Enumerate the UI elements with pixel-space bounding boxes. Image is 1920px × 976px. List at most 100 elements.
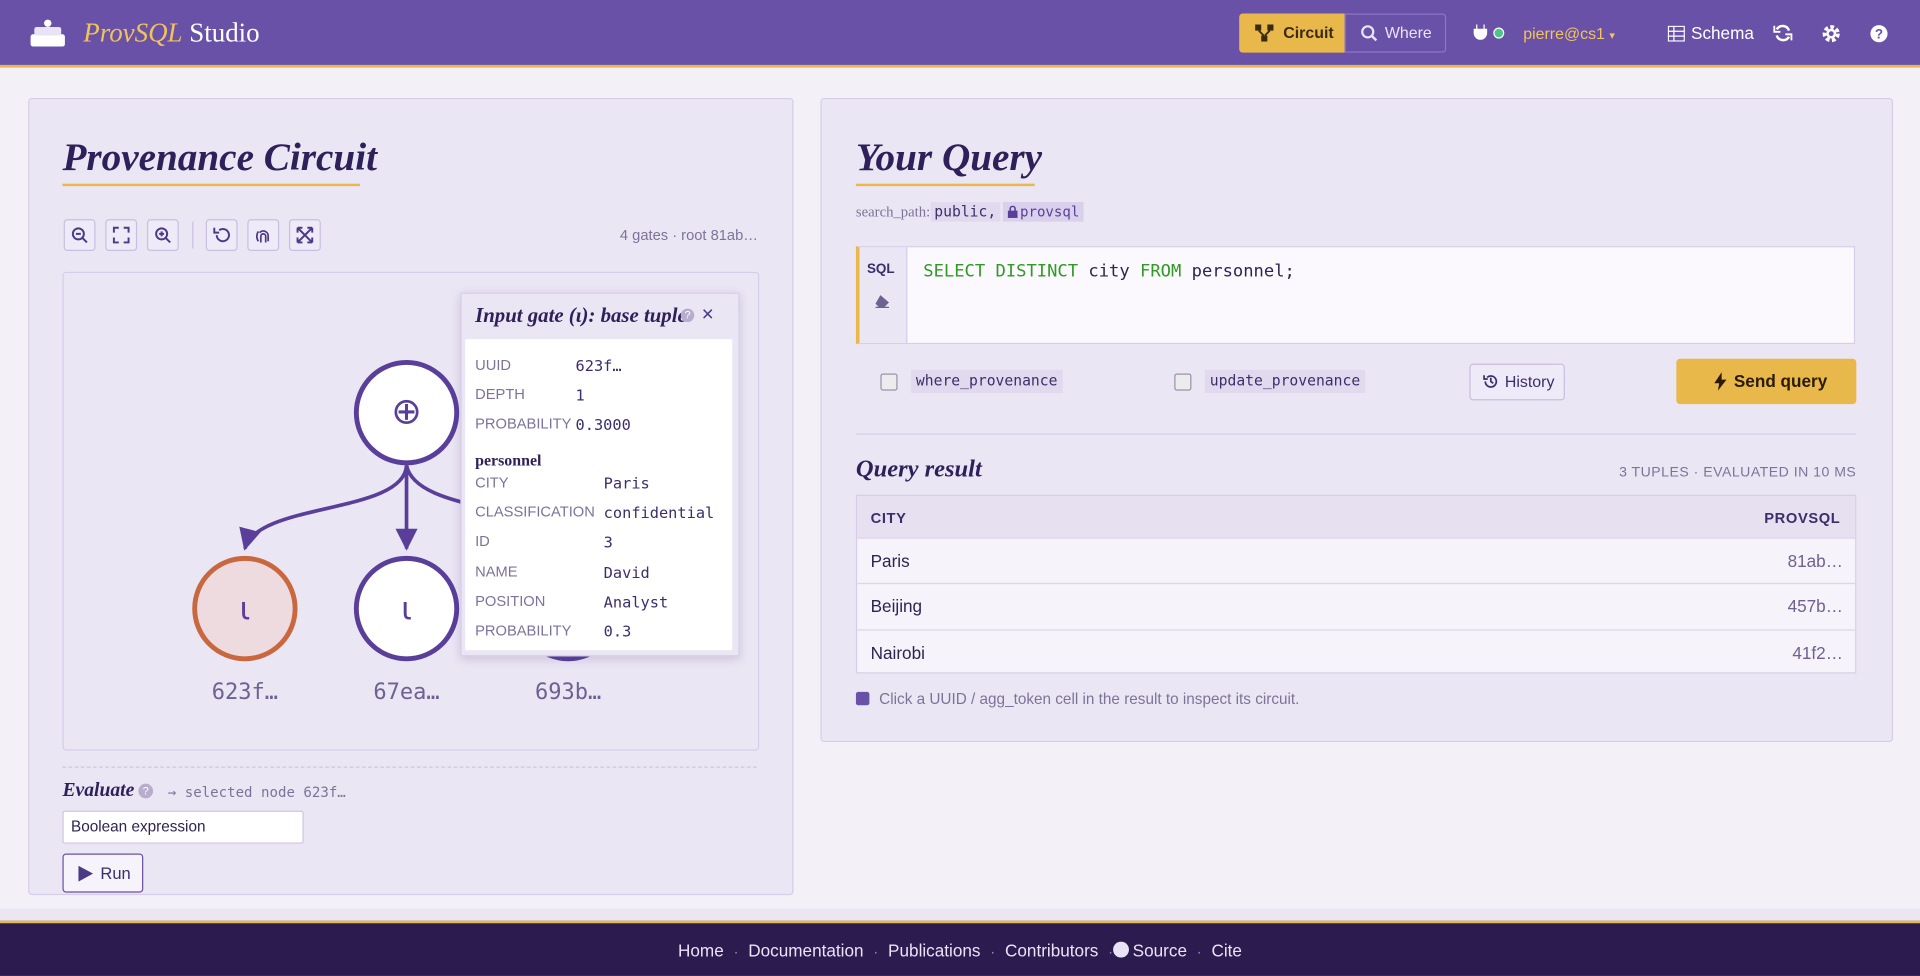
svg-text:?: ? — [1875, 27, 1883, 42]
circuit-icon — [1255, 24, 1274, 42]
query-title: Your Query — [855, 134, 1043, 179]
help-button[interactable]: ? — [1870, 24, 1888, 43]
separator-dot: · — [1108, 942, 1114, 961]
provenance-cell[interactable]: 81ab… — [1787, 551, 1843, 571]
attribute-key: CITY — [475, 473, 509, 492]
provenance-cell[interactable]: 41f2… — [1792, 642, 1843, 662]
circuit-summary: 4 gates · root 81ab… — [619, 226, 758, 244]
gate-label: 67ea… — [373, 680, 439, 705]
search-path-label: search_path: — [855, 203, 931, 221]
popup-help[interactable]: ? — [680, 308, 695, 323]
popup-body — [465, 339, 733, 651]
github-icon — [1113, 941, 1129, 958]
brand-name: Studio — [189, 17, 260, 48]
run-label: Run — [100, 864, 131, 883]
popup-close[interactable]: × — [701, 302, 714, 326]
sql-gutter — [859, 247, 908, 343]
separator-dot: · — [990, 942, 996, 961]
attribute-key: PROBABILITY — [475, 622, 572, 640]
footer-link[interactable]: Home — [678, 940, 724, 961]
schema-icon — [1667, 25, 1685, 42]
where-icon — [1361, 25, 1378, 42]
result-table: CITY PROVSQL Paris 81ab… Beijing 457b… Nairo… — [855, 494, 1857, 674]
refresh-button[interactable] — [1773, 23, 1793, 43]
toolbar-divider — [192, 221, 194, 249]
attribute-value: confidential — [603, 503, 715, 522]
attribute-value: Analyst — [603, 592, 669, 611]
selected-node: → selected node 623f… — [167, 783, 346, 801]
footer-gap — [0, 908, 1920, 921]
footer-link[interactable]: Publications — [888, 940, 981, 961]
footer-link[interactable]: Contributors — [1005, 940, 1099, 961]
column-header: CITY — [870, 509, 907, 527]
sql-identifier: personnel; — [1181, 262, 1295, 282]
provenance-cell[interactable]: 457b… — [1787, 596, 1843, 617]
field-key: PROBABILITY — [475, 415, 572, 433]
option-label[interactable]: update_provenance — [1204, 369, 1366, 394]
checkbox[interactable] — [880, 373, 898, 391]
logo — [30, 19, 65, 47]
result-row[interactable]: Paris 81ab… — [857, 537, 1856, 585]
attribute-key: POSITION — [475, 592, 546, 610]
result-meta: 3 TUPLES · EVALUATED IN 10 MS — [1619, 465, 1857, 481]
schema-button[interactable]: Schema — [1691, 23, 1754, 43]
schema-chip: public, — [930, 202, 1000, 222]
attribute-key: ID — [475, 533, 490, 551]
circuit-title: Provenance Circuit — [62, 134, 377, 179]
sql-editor[interactable] — [855, 246, 1856, 345]
brand[interactable]: ProvSQL Studio — [83, 17, 259, 49]
attribute-value: David — [603, 562, 650, 582]
semiring-select[interactable]: Boolean expression — [62, 810, 304, 844]
where-mode-button[interactable]: Where — [1344, 13, 1447, 53]
sql-keyword: SELECT DISTINCT — [923, 262, 1079, 282]
option-label[interactable]: where_provenance — [911, 369, 1063, 394]
separator-dot: · — [733, 942, 739, 961]
gate-node[interactable] — [192, 555, 298, 662]
sql-code: SELECT DISTINCT city FROM personnel; — [923, 262, 1295, 282]
zoom-in-button[interactable] — [146, 219, 179, 252]
sql-keyword: FROM — [1140, 262, 1182, 282]
evaluate-divider — [62, 766, 757, 768]
evaluate-help[interactable]: ? — [138, 783, 154, 799]
popup-title: Input gate (ι): base tuple — [475, 303, 687, 327]
send-query-button[interactable]: Send query — [1676, 358, 1857, 405]
footer-link[interactable]: Source — [1132, 940, 1187, 961]
city-cell: Paris — [870, 551, 910, 571]
run-button[interactable] — [62, 853, 144, 893]
expand-button[interactable] — [288, 219, 321, 252]
fingerprint-button[interactable] — [247, 219, 280, 252]
separator-dot: · — [1196, 942, 1202, 961]
circuit-mode-button[interactable]: Circuit — [1239, 13, 1345, 53]
fit-button[interactable] — [105, 219, 138, 252]
result-row[interactable]: Nairobi 41f2… — [857, 628, 1856, 673]
field-key: UUID — [475, 356, 512, 374]
attribute-value: 3 — [603, 533, 613, 552]
relation-name: personnel — [475, 450, 542, 469]
history-icon — [1483, 375, 1498, 388]
settings-button[interactable] — [1822, 24, 1840, 43]
gate-label: 623f… — [212, 680, 278, 705]
footer-link[interactable]: Documentation — [748, 940, 864, 961]
gate-symbol: ι — [240, 590, 251, 628]
gate-node[interactable] — [353, 360, 460, 466]
user-menu[interactable]: pierre@cs1 ▾ — [1523, 24, 1615, 42]
result-title: Query result — [855, 455, 982, 483]
footer-links: Home · Documentation · Publications · Contribu… — [0, 940, 1920, 962]
checkbox[interactable] — [1174, 373, 1192, 391]
city-cell: Beijing — [870, 596, 923, 617]
title-underline — [855, 183, 1035, 187]
sql-tag: SQL — [866, 262, 895, 277]
edge — [239, 465, 409, 551]
clear-button[interactable] — [874, 294, 890, 309]
gate-node[interactable] — [353, 555, 460, 662]
zoom-out-button[interactable] — [63, 219, 96, 252]
result-row[interactable]: Beijing 457b… — [857, 583, 1856, 630]
run-icon — [78, 865, 94, 882]
sql-identifier: city — [1078, 262, 1141, 282]
undo-button[interactable] — [205, 219, 238, 252]
gate-label: 693b… — [535, 680, 601, 705]
lock-icon — [1007, 205, 1018, 218]
separator — [855, 433, 1857, 435]
footer-link[interactable]: Cite — [1211, 940, 1242, 961]
